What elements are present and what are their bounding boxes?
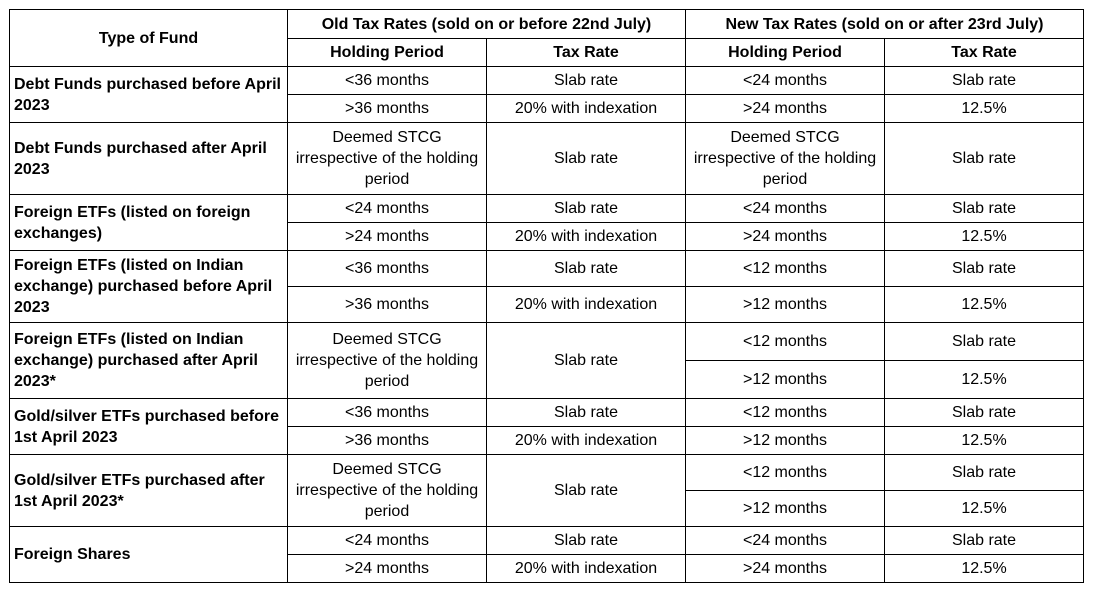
old-holding-period-header: Holding Period: [287, 38, 487, 67]
new-tax-rate: Slab rate: [884, 66, 1084, 95]
table-row: Foreign ETFs (listed on foreign exchange…: [9, 194, 1084, 251]
old-tax-rate: Slab rate: [486, 454, 686, 527]
old-holding-period: <36 months: [287, 398, 487, 427]
new-holding-period: <24 months: [685, 194, 885, 223]
old-tax-rate: Slab rate: [486, 122, 686, 195]
old-holding-period: <36 months: [287, 66, 487, 95]
new-holding-period: >24 months: [685, 554, 885, 583]
fund-name: Gold/silver ETFs purchased after 1st Apr…: [9, 454, 288, 527]
new-tax-rate: 12.5%: [884, 360, 1084, 399]
new-holding-period: >24 months: [685, 94, 885, 123]
old-holding-period: <24 months: [287, 194, 487, 223]
table-row: >36 months 20% with indexation >12 month…: [10, 286, 1084, 323]
new-holding-period: <12 months: [685, 398, 885, 427]
new-tax-rate: Slab rate: [884, 250, 1084, 287]
new-holding-period: <12 months: [685, 322, 885, 361]
new-holding-period-header: Holding Period: [685, 38, 885, 67]
new-tax-rate: Slab rate: [884, 194, 1084, 223]
fund-name: Foreign ETFs (listed on Indian exchange)…: [9, 322, 288, 399]
old-holding-period: >36 months: [287, 426, 487, 455]
old-tax-rate: Slab rate: [486, 194, 686, 223]
old-holding-period: Deemed STCG irrespective of the holding …: [287, 454, 487, 527]
new-holding-period: >12 months: [685, 490, 885, 527]
table-row: >24 months 20% with indexation >24 month…: [10, 222, 1084, 251]
old-holding-period: >36 months: [287, 286, 487, 323]
table-row: Gold/silver ETFs purchased after 1st Apr…: [9, 454, 1084, 527]
table-row: >36 months 20% with indexation >12 month…: [10, 426, 1084, 455]
type-of-fund-header: Type of Fund: [9, 9, 288, 67]
fund-name: Debt Funds purchased before April 2023: [9, 66, 288, 123]
old-tax-rate: 20% with indexation: [486, 554, 686, 583]
old-holding-period: >24 months: [287, 222, 487, 251]
table-row: Foreign Shares <24 months Slab rate <24 …: [9, 526, 1084, 583]
old-holding-period: >36 months: [287, 94, 487, 123]
fund-name: Gold/silver ETFs purchased before 1st Ap…: [9, 398, 288, 455]
old-tax-rate: 20% with indexation: [486, 222, 686, 251]
old-holding-period: >24 months: [287, 554, 487, 583]
new-tax-rate: Slab rate: [884, 322, 1084, 361]
old-holding-period: Deemed STCG irrespective of the holding …: [287, 122, 487, 195]
new-tax-rate: 12.5%: [884, 94, 1084, 123]
new-tax-rate: 12.5%: [884, 554, 1084, 583]
fund-name: Foreign Shares: [9, 526, 288, 583]
new-holding-period: >12 months: [685, 360, 885, 399]
old-tax-rate: Slab rate: [486, 526, 686, 555]
new-tax-rate-header: Tax Rate: [884, 38, 1084, 67]
old-tax-rate: Slab rate: [486, 66, 686, 95]
table-row: >12 months 12.5%: [10, 490, 1084, 527]
header-row-groups: Type of Fund Old Tax Rates (sold on or b…: [9, 9, 1084, 67]
new-holding-period: >12 months: [685, 286, 885, 323]
fund-name: Foreign ETFs (listed on foreign exchange…: [9, 194, 288, 251]
old-tax-rate: Slab rate: [486, 398, 686, 427]
tax-rates-table: Type of Fund Old Tax Rates (sold on or b…: [9, 9, 1084, 583]
new-holding-period: >12 months: [685, 426, 885, 455]
new-tax-rate: Slab rate: [884, 526, 1084, 555]
table-row: Gold/silver ETFs purchased before 1st Ap…: [9, 398, 1084, 455]
new-holding-period: Deemed STCG irrespective of the holding …: [685, 122, 885, 195]
fund-name: Foreign ETFs (listed on Indian exchange)…: [9, 250, 288, 323]
new-holding-period: <24 months: [685, 526, 885, 555]
new-tax-rate: Slab rate: [884, 398, 1084, 427]
header-row-columns: Holding Period Tax Rate Holding Period T…: [10, 38, 1084, 67]
new-holding-period: <12 months: [685, 454, 885, 491]
old-tax-rate: 20% with indexation: [486, 94, 686, 123]
new-holding-period: <24 months: [685, 66, 885, 95]
table-row: >36 months 20% with indexation >24 month…: [10, 94, 1084, 123]
old-tax-rate: Slab rate: [486, 322, 686, 399]
table-row: >12 months 12.5%: [10, 360, 1084, 399]
table-row: >24 months 20% with indexation >24 month…: [10, 554, 1084, 583]
new-tax-rate: 12.5%: [884, 490, 1084, 527]
old-holding-period: <24 months: [287, 526, 487, 555]
table-row: Debt Funds purchased before April 2023 <…: [9, 66, 1084, 123]
old-tax-rate-header: Tax Rate: [486, 38, 686, 67]
new-tax-rate: 12.5%: [884, 426, 1084, 455]
old-tax-rate: 20% with indexation: [486, 286, 686, 323]
table-row: Foreign ETFs (listed on Indian exchange)…: [9, 250, 1084, 323]
old-holding-period: <36 months: [287, 250, 487, 287]
new-tax-rate: 12.5%: [884, 286, 1084, 323]
new-tax-rate: Slab rate: [884, 122, 1084, 195]
new-tax-rates-header: New Tax Rates (sold on or after 23rd Jul…: [685, 9, 1084, 39]
old-tax-rates-header: Old Tax Rates (sold on or before 22nd Ju…: [287, 9, 686, 39]
old-holding-period: Deemed STCG irrespective of the holding …: [287, 322, 487, 399]
new-tax-rate: Slab rate: [884, 454, 1084, 491]
new-tax-rate: 12.5%: [884, 222, 1084, 251]
old-tax-rate: 20% with indexation: [486, 426, 686, 455]
new-holding-period: <12 months: [685, 250, 885, 287]
table-row: Debt Funds purchased after April 2023 De…: [9, 122, 1084, 195]
old-tax-rate: Slab rate: [486, 250, 686, 287]
table-row: Foreign ETFs (listed on Indian exchange)…: [9, 322, 1084, 399]
new-holding-period: >24 months: [685, 222, 885, 251]
fund-name: Debt Funds purchased after April 2023: [9, 122, 288, 195]
